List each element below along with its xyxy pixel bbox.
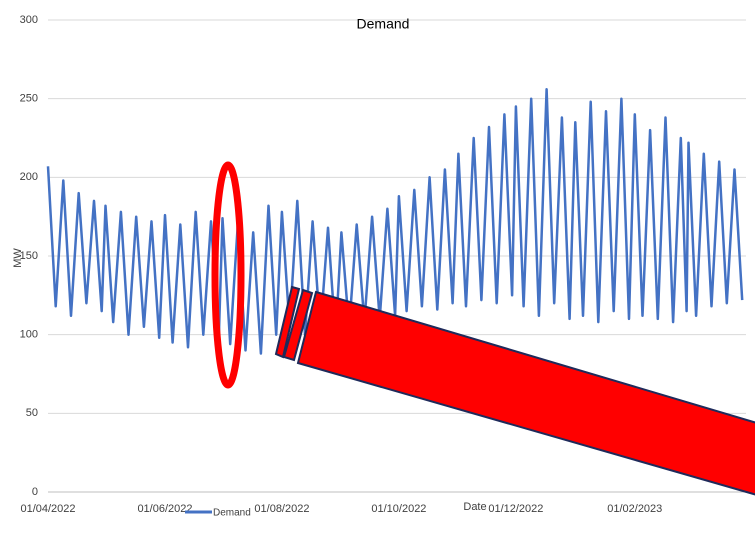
arrow-body (296, 290, 755, 496)
plot (46, 87, 744, 355)
y-tick-label: 100 (20, 329, 38, 341)
x-tick-label: 01/02/2023 (607, 503, 662, 515)
y-tick-label: 200 (20, 171, 38, 183)
highlight-ellipse (211, 161, 245, 389)
grid: 0 50 100 150 200 250 300 01/04/2022 01/06/2022 01… (20, 14, 746, 515)
chart-title: Demand (357, 16, 410, 32)
arrow-annotation (274, 285, 755, 496)
y-axis-title: MW (12, 248, 24, 268)
arrow-sliver (282, 288, 314, 362)
y-tick-label: 50 (26, 407, 38, 419)
x-tick-label: 01/04/2022 (20, 503, 75, 515)
x-tick-label: 01/06/2022 (137, 503, 192, 515)
legend-label: Demand (213, 508, 251, 519)
legend: Demand (185, 508, 251, 519)
x-tick-label: 01/08/2022 (254, 503, 309, 515)
x-tick-label: 01/12/2022 (488, 503, 543, 515)
x-axis-title: Date (463, 501, 486, 513)
y-tick-label: 0 (32, 486, 38, 498)
y-tick-label: 250 (20, 93, 38, 105)
series-line (46, 87, 744, 355)
y-tick-label: 150 (20, 250, 38, 262)
y-tick-label: 300 (20, 14, 38, 26)
x-tick-label: 01/10/2022 (371, 503, 426, 515)
